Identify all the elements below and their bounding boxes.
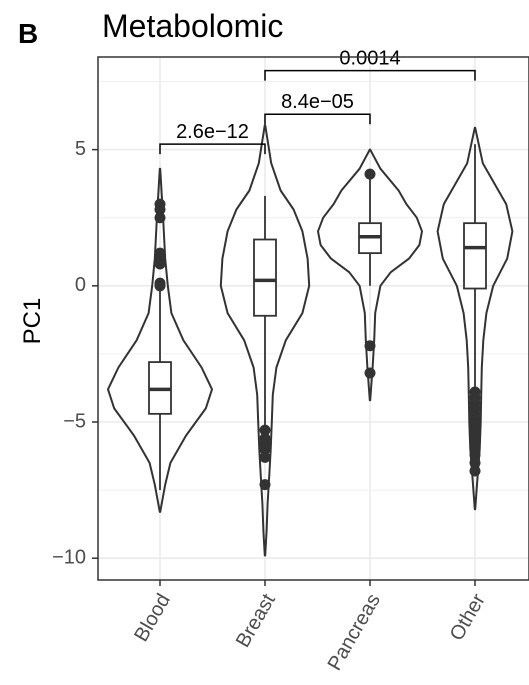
y-tick-label: −10 [52, 546, 86, 568]
x-tick-label: Breast [232, 590, 280, 651]
outlier-point [154, 204, 166, 216]
x-axis-ticks: Blood Breast Pancreas Other [130, 580, 490, 674]
y-axis-ticks: −10 −5 0 5 [52, 138, 98, 568]
comparison-bracket: 2.6e−12 [159, 121, 266, 155]
violin-outline [219, 124, 311, 557]
p-value-label: 2.6e−12 [176, 121, 249, 143]
outlier-point [364, 367, 376, 379]
x-tick-label: Pancreas [324, 590, 385, 674]
violin-outline [317, 148, 423, 402]
comparison-bracket: 8.4e−05 [264, 91, 371, 125]
outlier-point [154, 280, 166, 292]
violin-group-other [436, 126, 514, 511]
outlier-point [469, 465, 481, 477]
outlier-point [259, 424, 271, 436]
comparison-bracket: 0.0014 [264, 48, 476, 81]
bracket-line [264, 69, 476, 81]
panel-border [97, 56, 529, 581]
violin-outline [436, 126, 514, 511]
outlier-point [154, 212, 166, 224]
y-axis-label: PC1 [19, 298, 46, 345]
outlier-point [259, 443, 271, 455]
panel-letter: B [18, 18, 38, 49]
violin-group-pancreas [317, 148, 423, 402]
violin-group-blood [107, 167, 213, 513]
significance-brackets: 2.6e−12 8.4e−05 0.0014 [159, 48, 476, 155]
y-tick-label: −5 [63, 410, 86, 432]
bracket-line [159, 143, 266, 155]
x-tick-label: Other [446, 590, 490, 645]
box-iqr [463, 222, 487, 290]
x-tick-label: Blood [130, 590, 175, 645]
p-value-label: 0.0014 [339, 48, 400, 70]
outlier-point [469, 457, 481, 469]
violin-group-breast [219, 124, 311, 557]
violins [107, 124, 514, 557]
outlier-point [259, 451, 271, 463]
outlier-point [154, 258, 166, 270]
y-tick-label: 0 [75, 274, 86, 296]
outlier-point [469, 441, 481, 453]
p-value-label: 8.4e−05 [281, 91, 354, 113]
outlier-point [469, 449, 481, 461]
outlier-point [259, 479, 271, 491]
outlier-point [364, 168, 376, 180]
chart-title: Metabolomic [102, 8, 283, 44]
violin-outline [107, 167, 213, 513]
outlier-point [364, 340, 376, 352]
box-iqr [253, 238, 277, 317]
y-tick-label: 5 [75, 138, 86, 160]
bracket-line [264, 113, 371, 125]
